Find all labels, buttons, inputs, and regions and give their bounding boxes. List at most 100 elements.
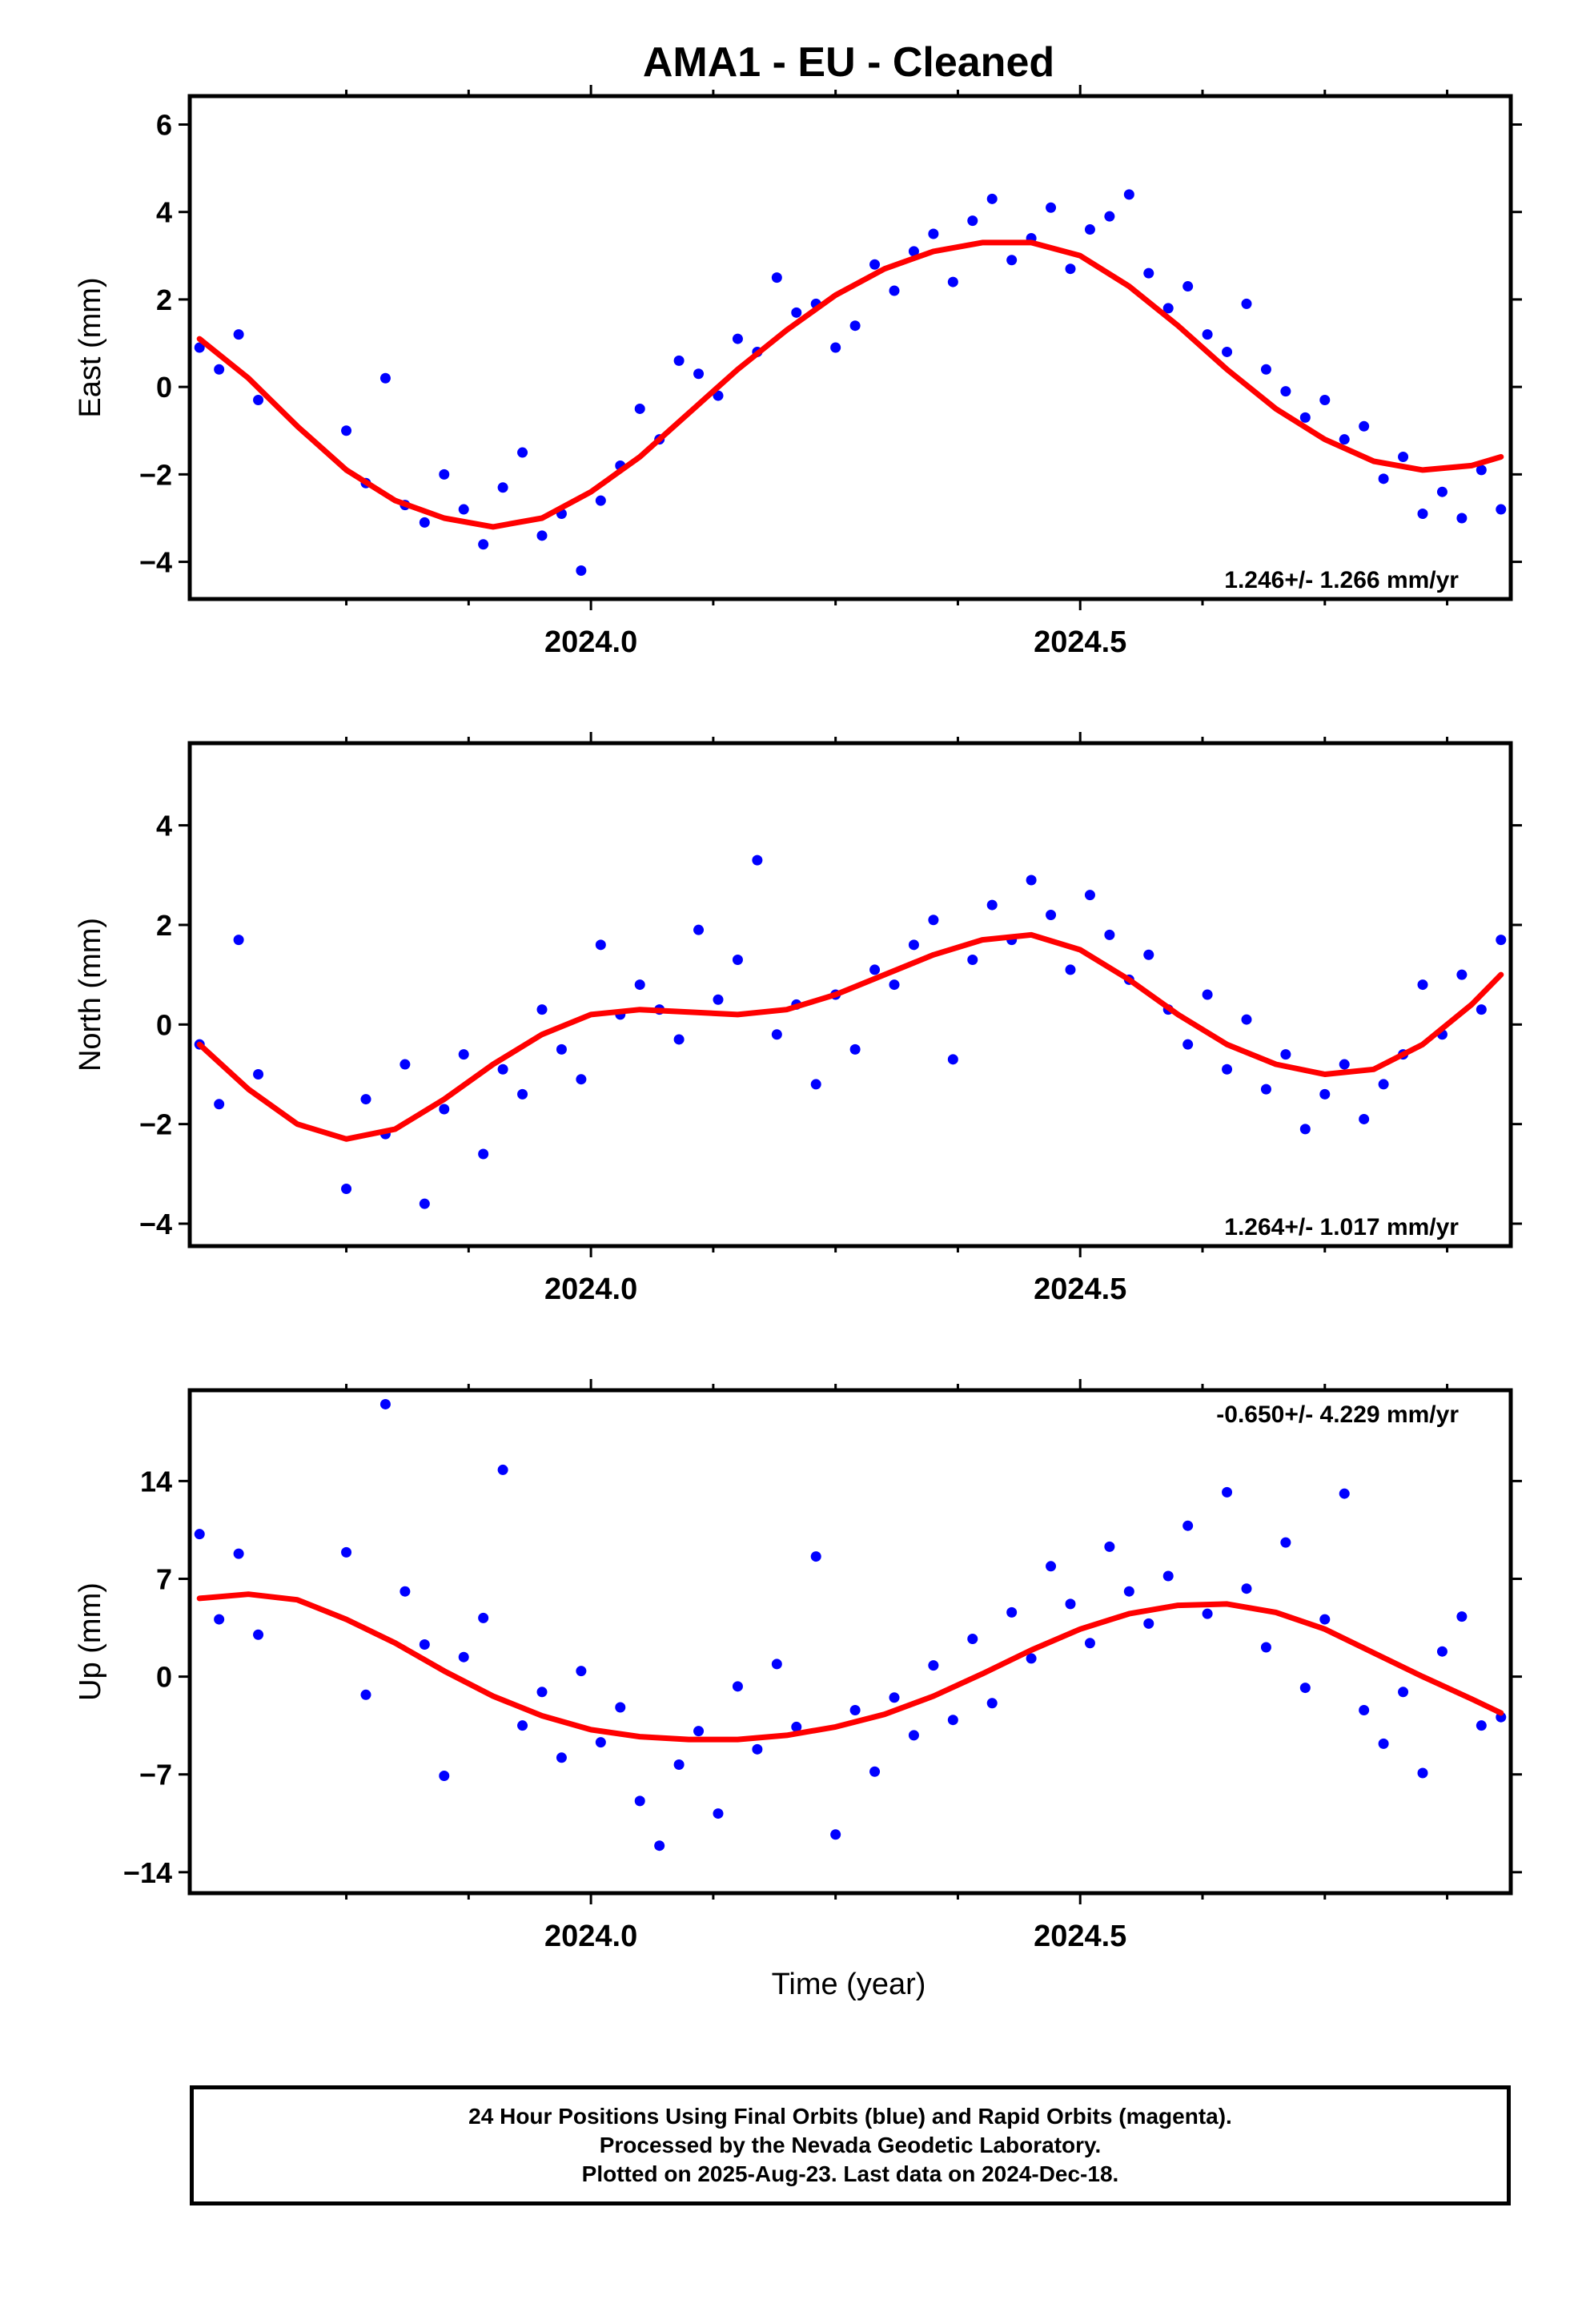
data-point	[791, 1721, 802, 1732]
y-tick-label: 0	[156, 371, 172, 404]
panels: 2024.0 2024.5 6 4 2 0 −2 −4 East (mm) 1.246+/- 1.…	[74, 85, 1522, 1953]
data-point	[1299, 1124, 1311, 1135]
data-point	[1436, 1646, 1447, 1657]
data-point	[1222, 346, 1233, 357]
panel-2: 2024.0 2024.5 4 2 0 −2 −4 North (mm) 1.264+/- 1.…	[74, 732, 1522, 1306]
data-point	[1123, 1586, 1134, 1597]
data-point	[673, 1759, 685, 1771]
y-tick-label: −2	[139, 1108, 172, 1141]
data-point	[497, 1063, 508, 1075]
data-point	[1065, 263, 1076, 275]
y-tick-label: 14	[140, 1465, 172, 1498]
y-tick-label: 2	[156, 283, 172, 316]
y-tick-label: −14	[123, 1856, 172, 1889]
data-point	[478, 1148, 489, 1160]
rate-label: 1.264+/- 1.017 mm/yr	[1224, 1214, 1459, 1240]
data-point	[869, 259, 881, 270]
data-point	[517, 447, 528, 458]
y-tick-label: 6	[156, 108, 172, 141]
data-point	[889, 285, 900, 296]
data-point	[576, 565, 587, 577]
y-tick-label: 2	[156, 909, 172, 942]
data-point	[947, 276, 958, 287]
data-point	[1398, 452, 1409, 463]
y-tick-label: 4	[156, 196, 172, 229]
data-point	[341, 1183, 352, 1194]
data-point	[1241, 1583, 1252, 1594]
x-tick-label: 2024.5	[1034, 625, 1126, 659]
data-point	[928, 1660, 939, 1671]
data-point	[458, 1651, 469, 1663]
data-point	[1299, 1683, 1311, 1694]
data-point	[1378, 1079, 1389, 1090]
data-point	[1339, 1488, 1350, 1499]
data-point	[1260, 1642, 1271, 1653]
data-point	[1436, 486, 1447, 497]
data-point	[830, 1829, 841, 1840]
x-tick-label: 2024.0	[544, 1920, 637, 1953]
data-point	[233, 1548, 244, 1559]
data-point	[536, 1004, 548, 1015]
data-point	[615, 1702, 626, 1713]
data-point	[869, 1766, 881, 1777]
data-point	[214, 364, 225, 375]
x-tick-label: 2024.5	[1034, 1920, 1126, 1953]
data-point	[1222, 1486, 1233, 1498]
data-point	[1280, 386, 1291, 397]
data-point	[1084, 224, 1095, 235]
data-point	[1182, 1520, 1194, 1531]
data-point	[732, 1681, 743, 1692]
data-point	[1202, 329, 1213, 340]
data-point	[1222, 1063, 1233, 1075]
data-point	[1182, 281, 1194, 292]
data-point	[1359, 1113, 1370, 1124]
data-point	[967, 954, 978, 965]
data-point	[1260, 364, 1271, 375]
data-point	[1065, 1598, 1076, 1610]
data-point	[1123, 189, 1134, 200]
data-point	[752, 1743, 763, 1755]
data-point	[1299, 412, 1311, 423]
data-point	[732, 333, 743, 344]
data-point	[400, 1586, 411, 1597]
data-point	[439, 1104, 450, 1115]
data-point	[908, 246, 919, 257]
data-point	[967, 1634, 978, 1645]
data-point	[771, 1029, 782, 1040]
y-tick-label: −4	[139, 1208, 172, 1240]
data-point	[1143, 949, 1154, 960]
rate-label: 1.246+/- 1.266 mm/yr	[1224, 567, 1459, 593]
data-point	[1202, 989, 1213, 1000]
y-axis-label: Up (mm)	[74, 1582, 107, 1701]
data-point	[595, 1737, 606, 1748]
data-point	[1006, 1606, 1018, 1618]
data-point	[419, 1638, 430, 1650]
data-point	[791, 307, 802, 318]
x-tick-label: 2024.0	[544, 1273, 637, 1306]
y-tick-label: −4	[139, 546, 172, 579]
data-point	[849, 1043, 861, 1055]
data-point	[253, 1629, 264, 1640]
panel-3: 2024.0 2024.5 14 7 0 −7 −14 Up (mm) -0.650+/- 4.…	[74, 1379, 1522, 1953]
y-tick-label: 0	[156, 1661, 172, 1694]
data-point	[1319, 395, 1331, 406]
data-point	[458, 504, 469, 515]
data-point	[360, 1689, 371, 1700]
data-point	[1143, 267, 1154, 279]
data-point	[673, 1034, 685, 1045]
data-point	[1162, 303, 1174, 314]
data-point	[576, 1074, 587, 1085]
data-point	[986, 1698, 998, 1709]
data-point	[1359, 1704, 1370, 1715]
data-point	[986, 193, 998, 204]
data-point	[830, 342, 841, 353]
data-point	[889, 1692, 900, 1703]
data-point	[379, 372, 391, 384]
plot-area	[194, 1398, 1507, 1852]
data-point	[889, 979, 900, 991]
plot-area	[194, 189, 1507, 577]
data-point	[908, 1730, 919, 1741]
data-point	[634, 979, 645, 991]
data-point	[771, 272, 782, 283]
data-point	[1104, 211, 1115, 222]
